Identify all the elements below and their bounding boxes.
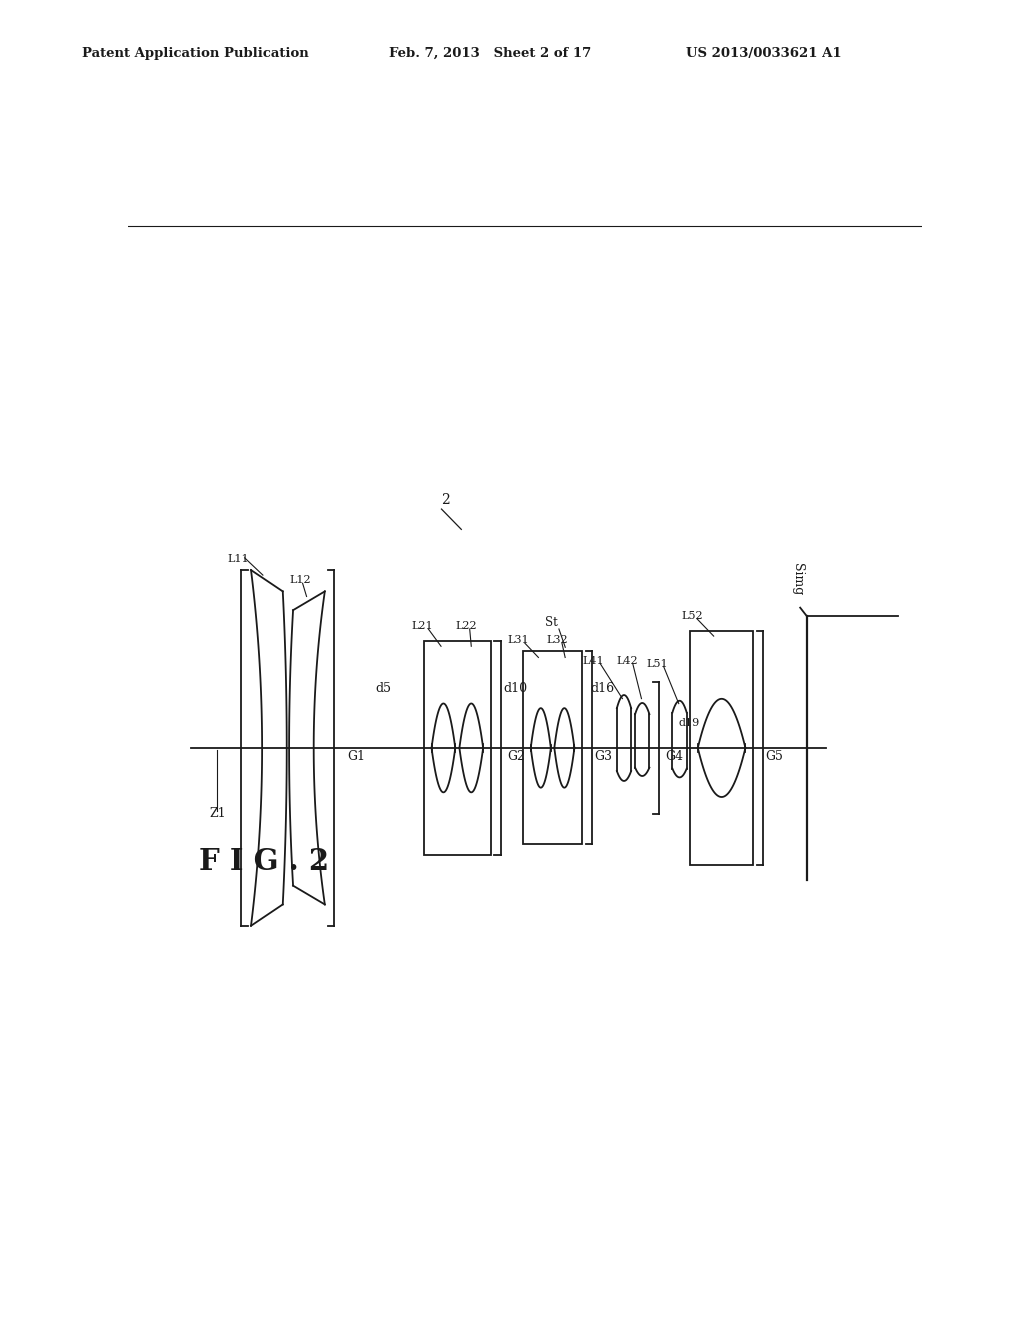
Bar	[690, 631, 754, 865]
Text: G2: G2	[507, 750, 525, 763]
Text: L52: L52	[681, 611, 702, 620]
Text: L11: L11	[227, 554, 249, 564]
Text: Simg: Simg	[791, 564, 804, 595]
Text: L31: L31	[508, 635, 529, 645]
Text: F I G . 2: F I G . 2	[200, 847, 330, 876]
Text: US 2013/0033621 A1: US 2013/0033621 A1	[686, 46, 842, 59]
Text: G4: G4	[666, 750, 683, 763]
Text: Z1: Z1	[210, 807, 226, 820]
Bar	[424, 642, 492, 854]
Text: L32: L32	[547, 635, 568, 645]
Text: G5: G5	[765, 750, 783, 763]
Text: d19: d19	[679, 718, 700, 727]
Text: L22: L22	[456, 620, 477, 631]
Text: L51: L51	[646, 659, 668, 669]
Text: 2: 2	[441, 492, 451, 507]
Text: G1: G1	[347, 750, 365, 763]
Text: Patent Application Publication: Patent Application Publication	[82, 46, 308, 59]
Text: L42: L42	[616, 656, 639, 665]
Text: G3: G3	[594, 750, 612, 763]
Text: d5: d5	[376, 682, 391, 696]
Text: St: St	[545, 616, 557, 628]
Text: d10: d10	[504, 682, 527, 696]
Text: d16: d16	[590, 682, 614, 696]
Text: L41: L41	[583, 656, 604, 665]
Text: L21: L21	[412, 620, 433, 631]
Bar	[523, 651, 583, 845]
Text: L12: L12	[289, 576, 310, 585]
Text: Feb. 7, 2013   Sheet 2 of 17: Feb. 7, 2013 Sheet 2 of 17	[389, 46, 592, 59]
